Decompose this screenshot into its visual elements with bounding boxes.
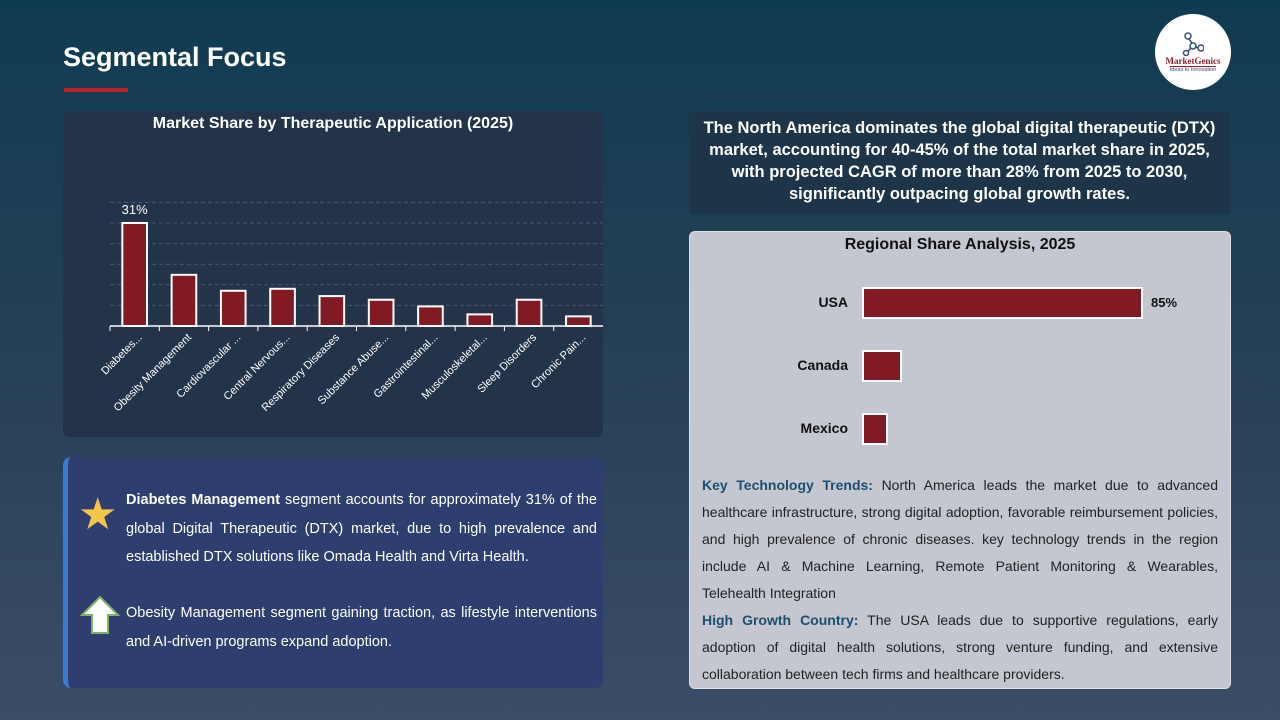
category-label: USA [818, 294, 848, 310]
bar [417, 305, 444, 327]
bullet-1: Diabetes Management segment accounts for… [126, 486, 597, 572]
bar [515, 298, 543, 328]
bar [466, 313, 494, 328]
insights-panel: ★ Diabetes Management segment accounts f… [63, 457, 603, 688]
bullet-1-bold: Diabetes Management [126, 492, 281, 508]
category-label: Canada [797, 357, 848, 373]
title-underline [64, 88, 128, 92]
regional-panel: Regional Share Analysis, 2025 USA 85% Cana… [689, 231, 1231, 689]
bullet-2: Obesity Management segment gaining tract… [126, 599, 597, 656]
summary-box: The North America dominates the global d… [689, 111, 1230, 214]
bar [219, 289, 247, 327]
bar [367, 298, 395, 328]
bullet-1-text: segment accounts for approximately 31% o… [126, 492, 597, 565]
up-arrow-icon [80, 595, 120, 634]
bar [862, 287, 1143, 319]
bar [269, 287, 296, 327]
data-label: 31% [122, 202, 148, 217]
therapeutic-chart-panel: Market Share by Therapeutic Application … [63, 111, 603, 437]
growth-body: The USA leads due to supportive regulati… [702, 612, 1219, 682]
network-icon [1182, 31, 1204, 56]
trends-label: Key Technology Trends: [702, 477, 873, 493]
bar [565, 315, 592, 328]
bar [862, 413, 889, 445]
bar [862, 350, 902, 382]
bar [170, 273, 198, 328]
trends-text: Key Technology Trends: North America lea… [702, 472, 1218, 688]
x-tick-label: Diabetes... [99, 332, 145, 378]
bar [318, 295, 346, 327]
bar [121, 222, 148, 327]
logo-name: MarketGenics [1165, 55, 1221, 66]
chart-title: Market Share by Therapeutic Application … [152, 115, 514, 132]
star-icon: ★ [78, 490, 118, 539]
logo: MarketGenics Ideas to Innovation [1155, 14, 1231, 90]
growth-label: High Growth Country: [702, 612, 859, 628]
bullet-2-text: Obesity Management segment gaining tract… [126, 605, 597, 650]
data-label: 85% [1151, 295, 1178, 310]
trends-body: North America leads the market due to ad… [702, 477, 1218, 601]
category-label: Mexico [800, 420, 848, 436]
logo-tagline: Ideas to Innovation [1169, 65, 1217, 73]
regional-chart-title: Regional Share Analysis, 2025 [844, 236, 1076, 253]
page-title: Segmental Focus [63, 42, 287, 72]
therapeutic-bar-chart: Diabetes...31%Obesity ManagementCardiova… [99, 201, 603, 414]
